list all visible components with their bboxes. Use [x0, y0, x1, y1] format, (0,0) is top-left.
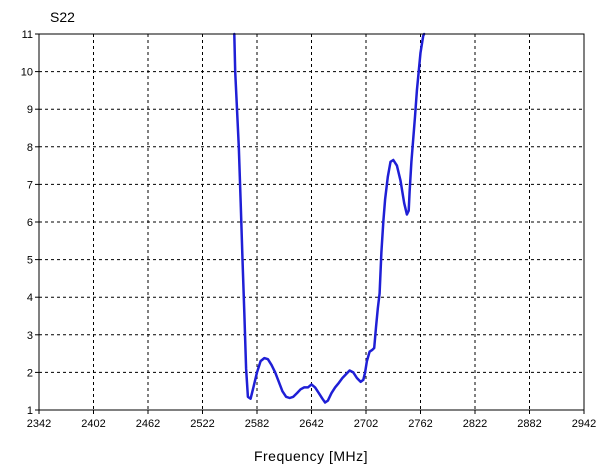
y-tick-label: 4	[27, 292, 33, 304]
x-tick-labels: 2342 2402 2462 2522 2582 2642 2702 2762 2822 2882…	[27, 410, 596, 430]
x-tick-label: 2762	[408, 418, 432, 430]
plot-frame	[38, 33, 585, 411]
y-tick-label: 10	[21, 67, 33, 79]
y-tick-label: 8	[27, 142, 33, 154]
x-tick-label: 2702	[354, 418, 378, 430]
x-tick-label: 2522	[190, 418, 214, 430]
x-tick-label: 2402	[81, 418, 105, 430]
y-tick-label: 1	[27, 405, 33, 417]
y-tick-label: 3	[27, 330, 33, 342]
series-line	[233, 32, 426, 404]
x-tick-label: 2642	[299, 418, 323, 430]
series-layer	[233, 32, 426, 404]
x-tick-label: 2942	[572, 418, 596, 430]
y-tick-label: 6	[27, 217, 33, 229]
grid	[39, 34, 584, 410]
y-tick-label: 2	[27, 367, 33, 379]
y-tick-label: 5	[27, 255, 33, 267]
x-tick-label: 2342	[27, 418, 51, 430]
x-tick-label: 2462	[136, 418, 160, 430]
y-tick-label: 9	[27, 104, 33, 116]
x-tick-label: 2882	[517, 418, 541, 430]
x-axis-title: Frequency [MHz]	[254, 448, 368, 464]
y-tick-labels: 1 2 3 4 5 6 7 8 9 10 11	[21, 29, 39, 417]
y-tick-label: 7	[27, 179, 33, 191]
x-tick-label: 2822	[463, 418, 487, 430]
y-tick-label: 11	[22, 29, 33, 41]
x-tick-label: 2582	[245, 418, 269, 430]
chart-title: S22	[50, 9, 75, 25]
